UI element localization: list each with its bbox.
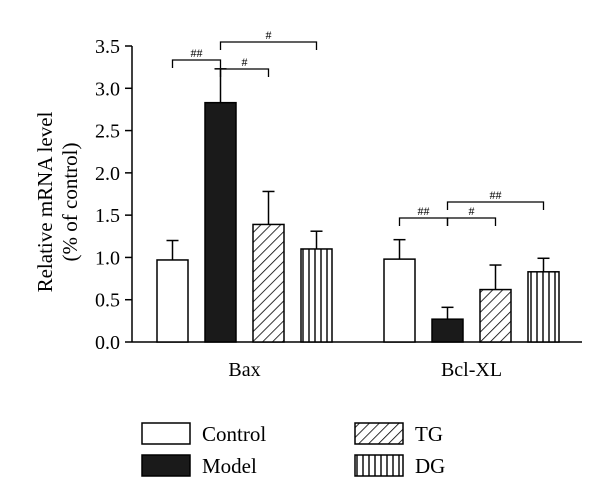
bar-model-0 [204, 101, 237, 343]
legend-label-tg: TG [415, 422, 443, 446]
significance-bracket [446, 201, 545, 210]
bar-dg-1 [527, 271, 560, 343]
significance-bracket [219, 68, 270, 77]
bar-model-1 [431, 318, 464, 343]
significance-label: ## [418, 204, 430, 218]
bar-dg-0 [300, 248, 333, 343]
x-tick-label: Bax [228, 359, 260, 381]
legend-swatch-model [141, 454, 191, 477]
y-axis: 0.0 0.5 1.0 1.5 2.0 2.5 3.0 3.5 [95, 36, 133, 354]
legend-swatch-control [141, 422, 191, 445]
significance-label: ## [191, 46, 203, 60]
y-tick-label: 1.0 [95, 247, 120, 269]
bar-tg-1 [479, 288, 512, 343]
significance-brackets: ###### ### [171, 28, 545, 226]
y-axis-label: Relative mRNA level [33, 111, 57, 292]
significance-label: ## [490, 188, 502, 202]
y-axis-title: Relative mRNA level (% of control) [33, 111, 82, 292]
legend-label-dg: DG [415, 454, 445, 478]
y-tick-label: 0.5 [95, 290, 120, 312]
bar-control-1 [383, 258, 416, 343]
legend-swatch-dg [354, 454, 404, 477]
bars [156, 68, 560, 343]
y-tick-label: 1.5 [95, 205, 120, 227]
legend-swatch-tg [354, 422, 404, 445]
y-tick-label: 3.5 [95, 36, 120, 58]
significance-label: # [242, 55, 248, 69]
x-tick-label: Bcl-XL [441, 359, 502, 381]
significance-label: # [266, 28, 272, 42]
y-tick-label: 3.0 [95, 78, 120, 100]
legend: Control Model TG DG [141, 422, 445, 478]
x-axis: Bax Bcl-XL [132, 341, 582, 381]
significance-bracket [219, 41, 318, 50]
y-tick-label: 2.5 [95, 121, 120, 143]
bar-control-0 [156, 259, 189, 343]
y-tick-label: 2.0 [95, 163, 120, 185]
significance-bracket [398, 217, 449, 226]
significance-bracket [171, 59, 222, 68]
y-tick-label: 0.0 [95, 332, 120, 354]
significance-label: # [469, 204, 475, 218]
legend-label-control: Control [202, 422, 266, 446]
significance-bracket [446, 217, 497, 226]
legend-label-model: Model [202, 454, 257, 478]
bar-tg-0 [252, 223, 285, 343]
y-axis-sublabel: (% of control) [58, 143, 82, 262]
